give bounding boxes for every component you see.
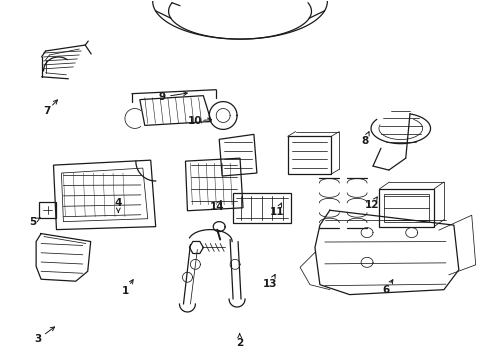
Text: 10: 10 <box>187 116 202 126</box>
Text: 6: 6 <box>382 285 389 295</box>
Bar <box>233 193 290 223</box>
Bar <box>39 202 56 218</box>
Text: 11: 11 <box>269 207 284 217</box>
Text: 4: 4 <box>114 198 122 208</box>
Text: 7: 7 <box>43 107 50 116</box>
Bar <box>379 189 433 227</box>
Text: 14: 14 <box>209 202 224 212</box>
Text: 1: 1 <box>122 286 129 296</box>
Text: 8: 8 <box>361 136 367 146</box>
Text: 5: 5 <box>29 217 36 227</box>
Text: 9: 9 <box>158 92 165 102</box>
Text: 2: 2 <box>236 338 243 347</box>
Bar <box>384 194 428 222</box>
Text: 12: 12 <box>364 200 378 210</box>
Bar <box>287 136 331 174</box>
Text: 3: 3 <box>35 334 42 344</box>
Text: 13: 13 <box>263 279 277 289</box>
